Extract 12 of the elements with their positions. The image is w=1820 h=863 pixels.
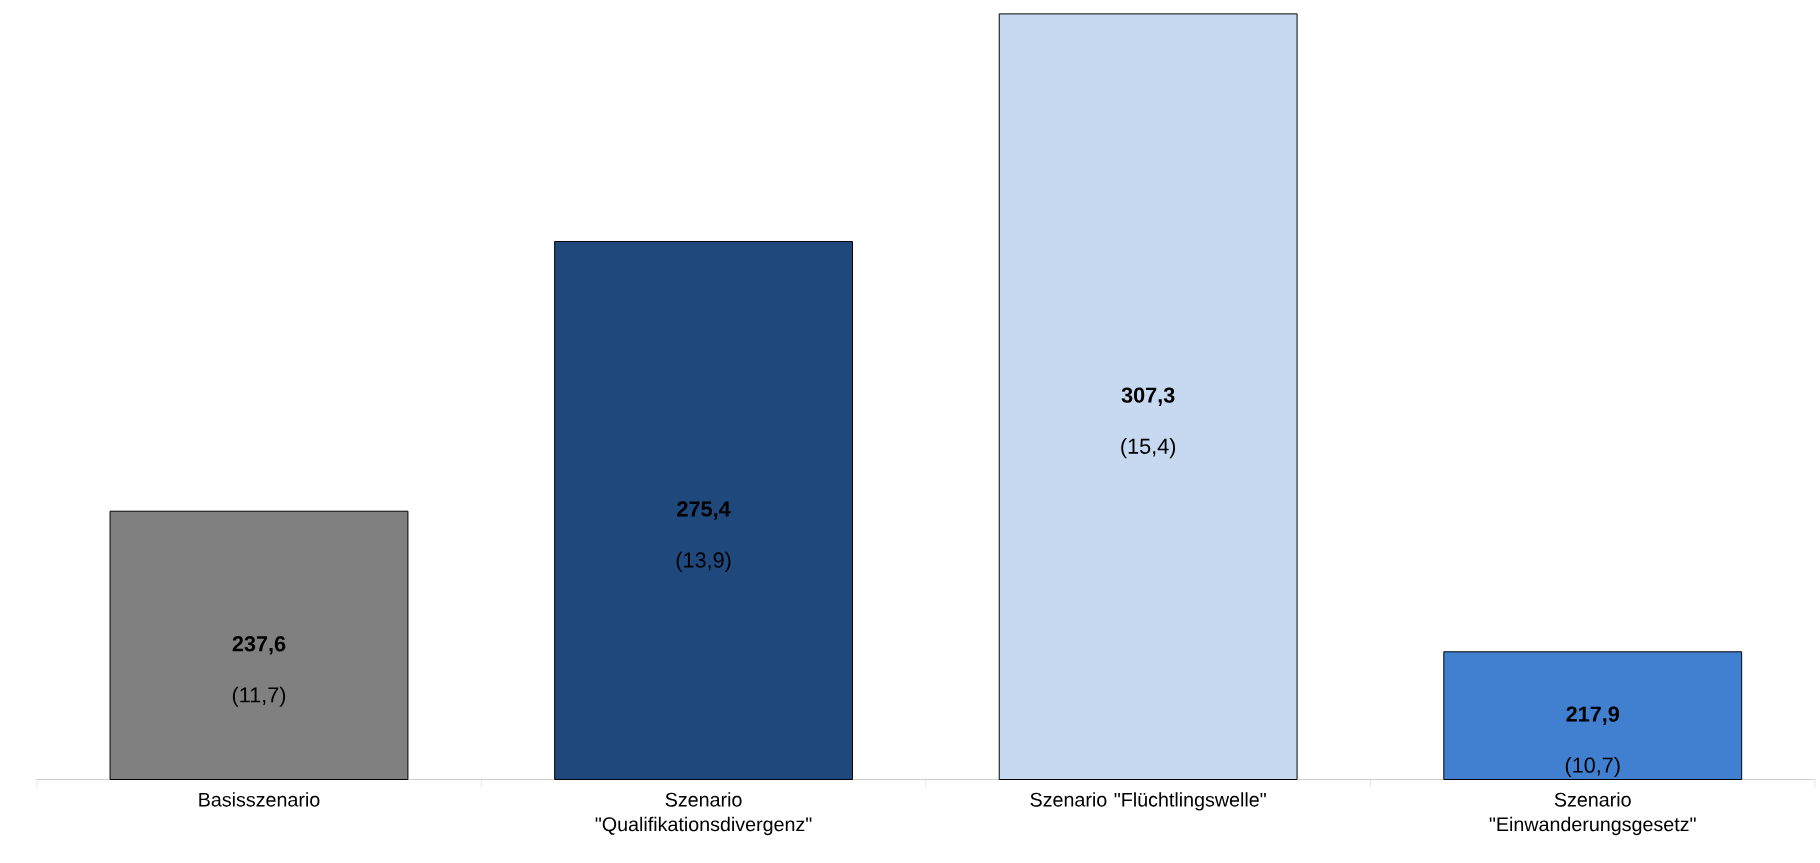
annotation: (13,9) xyxy=(676,551,731,572)
x-tick-label: Szenario "Flüchtlingswelle" xyxy=(1030,791,1266,811)
data-label: 275,4 xyxy=(677,501,731,520)
annotation: (11,7) xyxy=(232,686,286,707)
data-label: 237,6 xyxy=(232,635,286,655)
x-tick-label: Basisszenario xyxy=(199,791,320,807)
annotation: (10,7) xyxy=(1565,756,1620,777)
data-label: 217,9 xyxy=(1566,706,1620,725)
annotation: (15,4) xyxy=(1121,437,1176,458)
x-tick-label: Szenario "Einwanderungsgesetz" xyxy=(1489,791,1696,835)
data-label: 307,3 xyxy=(1121,387,1175,406)
x-tick-label: Szenario "Qualifikationsdivergenz" xyxy=(595,791,812,835)
